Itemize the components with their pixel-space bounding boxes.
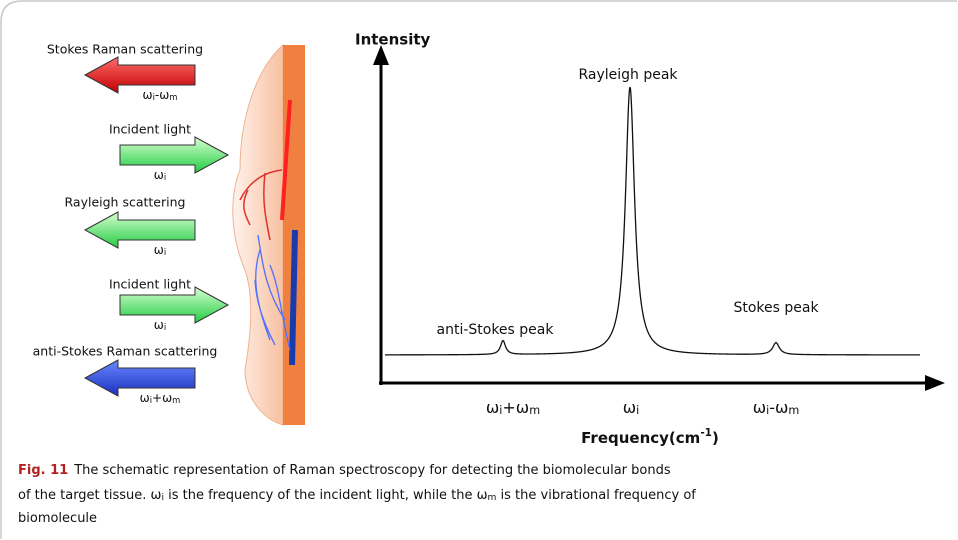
text-part: ω bbox=[753, 398, 766, 417]
caption-line: biomolecule bbox=[18, 511, 97, 526]
text-part: -ω bbox=[155, 88, 169, 102]
text-part: ω bbox=[623, 398, 636, 417]
text-part: ω bbox=[154, 318, 164, 332]
arrow-formula: ωi+ωm bbox=[140, 391, 181, 405]
text-part: is the frequency of the incident light, … bbox=[164, 488, 488, 503]
tissue bbox=[232, 43, 305, 426]
text-part: ) bbox=[712, 429, 719, 447]
peak-label: Stokes peak bbox=[733, 300, 819, 316]
text-part: -ω bbox=[769, 398, 788, 417]
arrow-label: Stokes Raman scattering bbox=[47, 42, 203, 57]
arrow bbox=[83, 211, 196, 249]
subscript: m bbox=[488, 493, 497, 503]
caption-label: Fig. 11 bbox=[18, 463, 68, 478]
text-part: biomolecule bbox=[18, 511, 97, 526]
text-part: Frequency(cm bbox=[581, 429, 700, 447]
tick-label: ωi-ωm bbox=[753, 398, 800, 417]
text-part: ω bbox=[154, 243, 164, 257]
text-part: of the target tissue. ω bbox=[18, 488, 161, 503]
text-part: +ω bbox=[152, 391, 172, 405]
x-axis-arrow bbox=[925, 375, 945, 391]
supscript: -1 bbox=[700, 427, 712, 439]
peak-label: anti-Stokes peak bbox=[437, 322, 555, 338]
subscript: m bbox=[172, 395, 180, 405]
arrow-formula: ωi-ωm bbox=[143, 88, 178, 102]
subscript: i bbox=[161, 493, 164, 503]
subscript: m bbox=[169, 92, 177, 102]
subscript: i bbox=[636, 404, 639, 417]
subscript: i bbox=[150, 395, 152, 405]
arrow bbox=[119, 286, 230, 324]
spectrum-curve bbox=[385, 86, 920, 356]
arrow bbox=[119, 136, 230, 174]
arrow-label: Incident light bbox=[109, 122, 191, 137]
text-part: ω bbox=[486, 398, 499, 417]
subscript: i bbox=[164, 322, 166, 332]
caption-line: Fig. 11 The schematic representation of R… bbox=[18, 463, 671, 478]
tick-label: ωi+ωm bbox=[486, 398, 540, 417]
arrow-formula: ωi bbox=[154, 168, 166, 182]
arrow-label: anti-Stokes Raman scattering bbox=[33, 344, 218, 359]
text-part: ω bbox=[143, 88, 153, 102]
arrow-formula: ωi bbox=[154, 243, 166, 257]
text-part: ω bbox=[154, 168, 164, 182]
subscript: i bbox=[499, 404, 502, 417]
y-axis-arrow bbox=[373, 45, 389, 65]
subscript: i bbox=[164, 247, 166, 257]
text-part: The schematic representation of Raman sp… bbox=[73, 463, 671, 478]
peak-label: Rayleigh peak bbox=[578, 67, 678, 83]
arrow-label: Incident light bbox=[109, 277, 191, 292]
subscript: i bbox=[153, 92, 155, 102]
text-part: ω bbox=[140, 391, 150, 405]
y-axis-label: Intensity bbox=[355, 31, 431, 49]
tick-label: ωi bbox=[623, 398, 640, 417]
arrow-label: Rayleigh scattering bbox=[65, 195, 186, 210]
text-part: +ω bbox=[502, 398, 529, 417]
caption-line: of the target tissue. ωi is the frequenc… bbox=[18, 488, 696, 503]
subscript: m bbox=[529, 404, 540, 417]
x-axis-label: Frequency(cm-1) bbox=[581, 427, 719, 446]
arrow-formula: ωi bbox=[154, 318, 166, 332]
subscript: m bbox=[788, 404, 799, 417]
subscript: i bbox=[164, 172, 166, 182]
arrow bbox=[83, 56, 196, 94]
text-part: is the vibrational frequency of bbox=[496, 488, 696, 503]
spectrum bbox=[373, 45, 945, 391]
arrow bbox=[83, 359, 196, 397]
subscript: i bbox=[766, 404, 769, 417]
